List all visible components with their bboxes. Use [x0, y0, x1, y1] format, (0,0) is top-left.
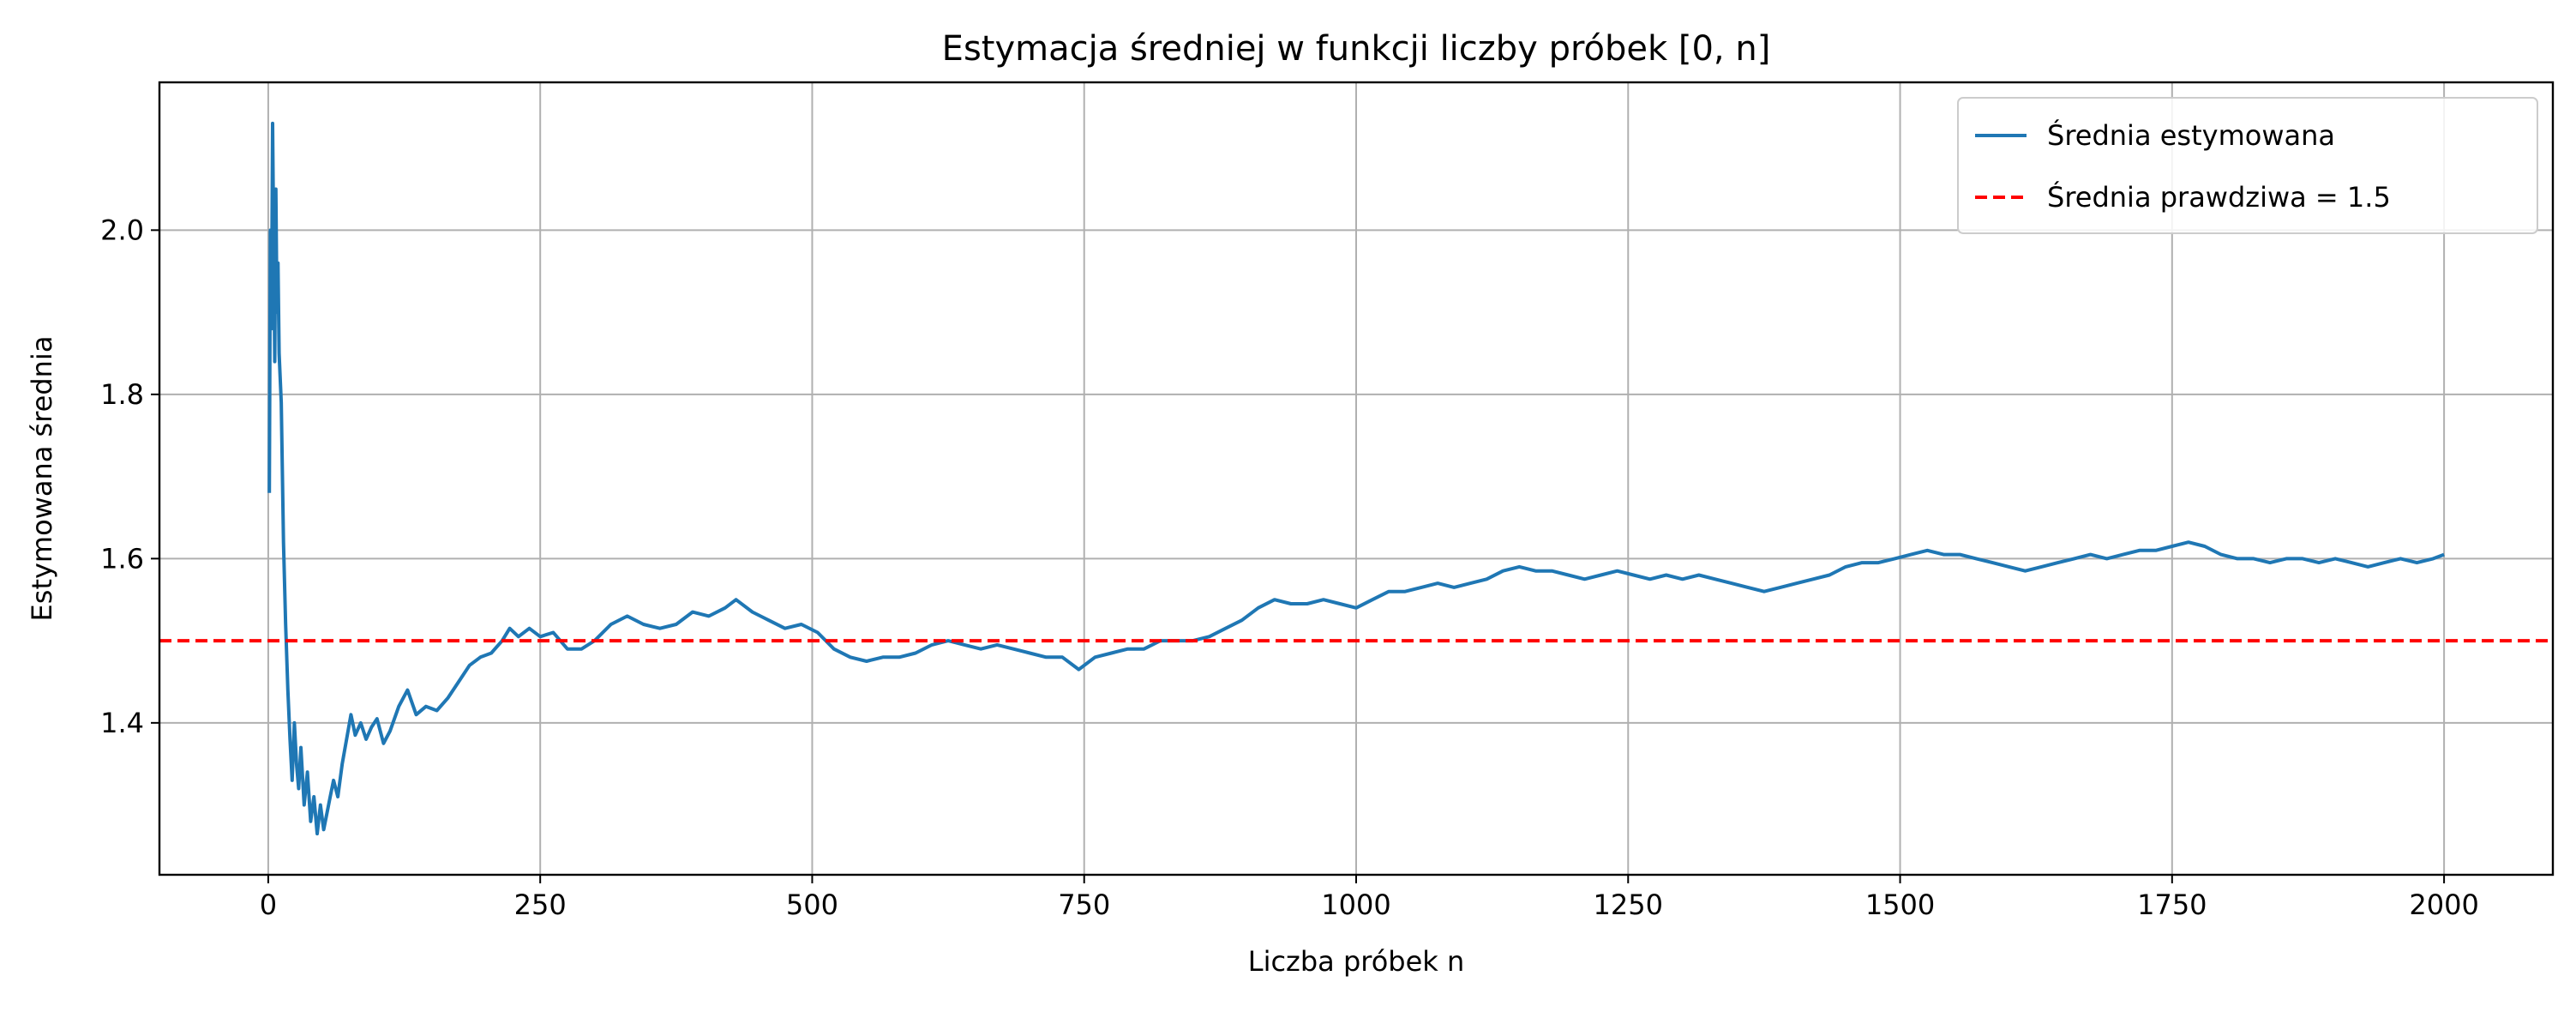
y-tick-label: 1.4 — [100, 707, 144, 739]
x-tick-label: 750 — [1058, 888, 1110, 921]
axis-ticks: 0 250 500 750 1000 1250 1500 1750 2000 1.4 1.6 1.8 2… — [100, 214, 2479, 921]
legend-label-true-mean: Średnia prawdziwa = 1.5 — [2047, 180, 2391, 214]
x-tick-label: 2000 — [2409, 888, 2478, 921]
x-tick-label: 0 — [260, 888, 277, 921]
y-tick-label: 1.8 — [100, 378, 144, 411]
x-tick-label: 500 — [786, 888, 838, 921]
y-tick-label: 1.6 — [100, 542, 144, 575]
legend-label-estimated: Średnia estymowana — [2047, 118, 2335, 152]
series-layer — [159, 121, 2553, 836]
x-tick-label: 250 — [514, 888, 567, 921]
series-line-estimated-mean — [267, 121, 2445, 836]
y-tick-label: 2.0 — [100, 214, 144, 246]
x-tick-label: 1250 — [1594, 888, 1663, 921]
x-tick-label: 1500 — [1865, 888, 1935, 921]
y-axis-label: Estymowana średnia — [26, 336, 58, 622]
chart-title: Estymacja średniej w funkcji liczby prób… — [942, 29, 1771, 69]
x-tick-label: 1000 — [1321, 888, 1390, 921]
x-axis-label: Liczba próbek n — [1248, 945, 1465, 978]
legend-box — [1957, 97, 2538, 234]
legend: Średnia estymowana Średnia prawdziwa = 1… — [1957, 97, 2538, 234]
x-tick-label: 1750 — [2137, 888, 2207, 921]
